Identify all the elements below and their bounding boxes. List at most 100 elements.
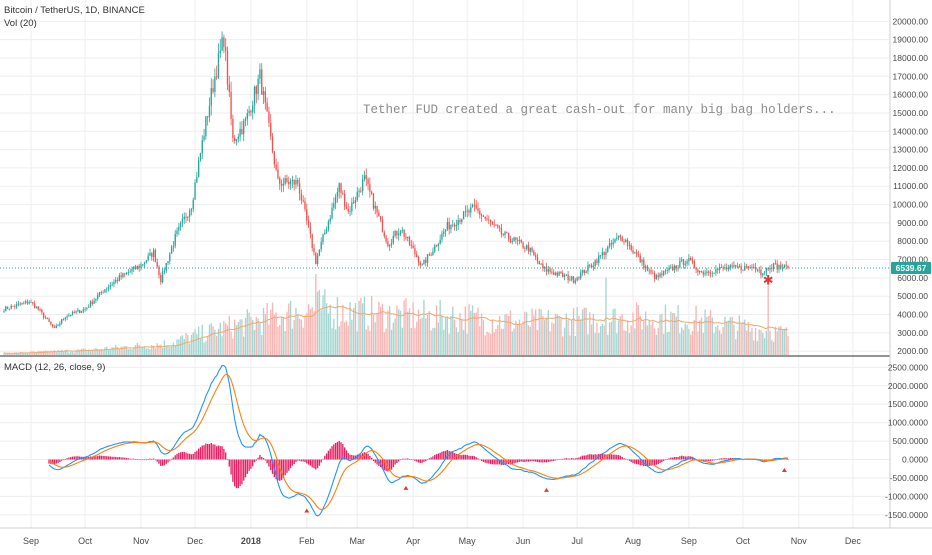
macd-histogram-bar xyxy=(197,448,200,460)
macd-histogram-bar xyxy=(601,453,604,460)
macd-histogram-bar xyxy=(657,459,659,465)
macd-histogram-bar xyxy=(62,459,65,461)
volume-bar xyxy=(538,308,540,355)
candle-body xyxy=(41,309,43,313)
volume-legend[interactable]: Vol (20) xyxy=(4,18,37,29)
candle-body xyxy=(46,318,48,319)
macd-legend[interactable]: MACD (12, 26, close, 9) xyxy=(4,362,105,373)
macd-histogram-bar xyxy=(389,459,391,471)
macd-histogram-bar xyxy=(109,456,112,460)
macd-histogram-bar xyxy=(542,459,544,463)
volume-bar xyxy=(194,329,196,355)
volume-bar xyxy=(641,329,643,355)
macd-histogram-bar xyxy=(320,459,322,463)
candle-body xyxy=(671,266,674,271)
macd-histogram-bar xyxy=(338,440,340,460)
candle-body xyxy=(89,301,92,307)
macd-histogram-bar xyxy=(77,456,79,460)
candle-body xyxy=(416,254,418,258)
candle-body xyxy=(60,319,63,324)
volume-bar xyxy=(688,328,690,355)
candle-body xyxy=(529,247,531,252)
candle-body xyxy=(107,286,110,289)
volume-bar xyxy=(778,326,780,355)
volume-bar xyxy=(334,329,337,355)
candle-body xyxy=(702,271,704,275)
macd-histogram-bar xyxy=(381,459,384,469)
candle-body xyxy=(574,280,577,283)
macd-histogram-bar xyxy=(266,459,268,464)
candle-body xyxy=(601,252,604,256)
volume-bar xyxy=(221,336,223,355)
volume-bar xyxy=(774,326,777,355)
macd-histogram-bar xyxy=(270,459,272,471)
candle-body xyxy=(432,251,434,255)
volume-bar xyxy=(41,350,43,355)
price-tick-label: 4000.00 xyxy=(897,310,928,320)
macd-histogram-bar xyxy=(244,459,247,478)
macd-histogram-bar xyxy=(183,451,185,460)
macd-histogram-bar xyxy=(470,455,472,460)
volume-bar xyxy=(98,349,101,355)
candle-body xyxy=(554,272,557,275)
macd-histogram-bar xyxy=(163,459,166,466)
volume-bar xyxy=(225,323,227,355)
candle-body xyxy=(572,276,575,283)
symbol-legend[interactable]: Bitcoin / TetherUS, 1D, BINANCE xyxy=(4,5,145,16)
y-axis-labels[interactable]: 20000.00 19000.00 18000.00 17000.00 16000.00… xyxy=(885,16,928,519)
x-tick-label: May xyxy=(459,536,477,546)
volume-bar xyxy=(479,326,481,355)
volume-bar xyxy=(313,311,315,355)
macd-histogram-bar xyxy=(268,459,270,467)
volume-bar xyxy=(129,348,131,355)
candle-body xyxy=(333,203,335,208)
candle-body xyxy=(547,269,549,272)
volume-bar xyxy=(679,333,681,355)
volume-bar xyxy=(758,329,760,355)
macd-histogram-bar xyxy=(569,458,571,460)
candle-body xyxy=(466,210,468,212)
volume-bar xyxy=(268,324,270,355)
macd-histogram-bar xyxy=(511,459,513,465)
candle-body xyxy=(405,236,407,239)
volume-bar xyxy=(598,333,600,355)
signal-line xyxy=(48,373,789,511)
macd-histogram-bar xyxy=(390,459,393,470)
macd-histogram-bar xyxy=(516,459,519,463)
candle-body xyxy=(428,254,431,256)
x-axis-labels[interactable]: Sep Oct Nov Dec 2018 Feb Mar Apr May Jun Jul Aug Sep… xyxy=(23,536,861,546)
macd-histogram-bar xyxy=(408,459,411,460)
macd-tick-label: -1000.0000 xyxy=(885,491,928,501)
volume-bar xyxy=(381,303,384,355)
macd-histogram-bar xyxy=(632,459,634,464)
candle-body xyxy=(417,257,420,263)
volume-bar xyxy=(426,314,429,355)
volume-bar xyxy=(623,330,625,355)
volume-bar xyxy=(336,297,339,355)
candle-body xyxy=(531,247,533,252)
macd-histogram-bar xyxy=(102,455,104,460)
macd-histogram-bar xyxy=(228,459,230,467)
candle-body xyxy=(340,183,342,193)
macd-histogram-bar xyxy=(416,459,418,462)
candle-body xyxy=(176,230,178,235)
price-tick-label: 7000.00 xyxy=(897,255,928,265)
macd-histogram-bar xyxy=(133,458,135,460)
candle-body xyxy=(612,242,614,245)
volume-bar xyxy=(255,317,257,355)
candle-body xyxy=(751,267,753,269)
volume-bar xyxy=(62,351,65,355)
volume-bar xyxy=(724,316,726,355)
volume-bar xyxy=(14,352,16,355)
volume-bar xyxy=(306,312,308,355)
candle-body xyxy=(619,235,622,238)
macd-histogram-bar xyxy=(655,459,658,465)
volume-bar xyxy=(480,313,483,355)
candle-body xyxy=(758,269,760,271)
macd-tick-label: 2500.0000 xyxy=(888,362,928,372)
macd-histogram-bar xyxy=(459,454,461,460)
candle-body xyxy=(425,259,427,263)
volume-bar xyxy=(612,309,614,355)
macd-histogram-bar xyxy=(225,452,227,460)
